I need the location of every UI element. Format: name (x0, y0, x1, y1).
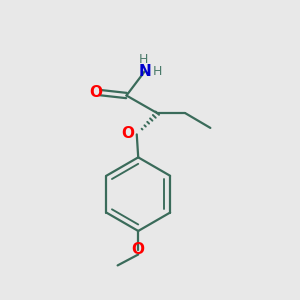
Text: O: O (89, 85, 102, 100)
Text: O: O (121, 126, 134, 141)
Text: N: N (139, 64, 152, 79)
Text: H: H (139, 53, 148, 66)
Text: O: O (131, 242, 144, 257)
Text: H: H (152, 64, 162, 78)
